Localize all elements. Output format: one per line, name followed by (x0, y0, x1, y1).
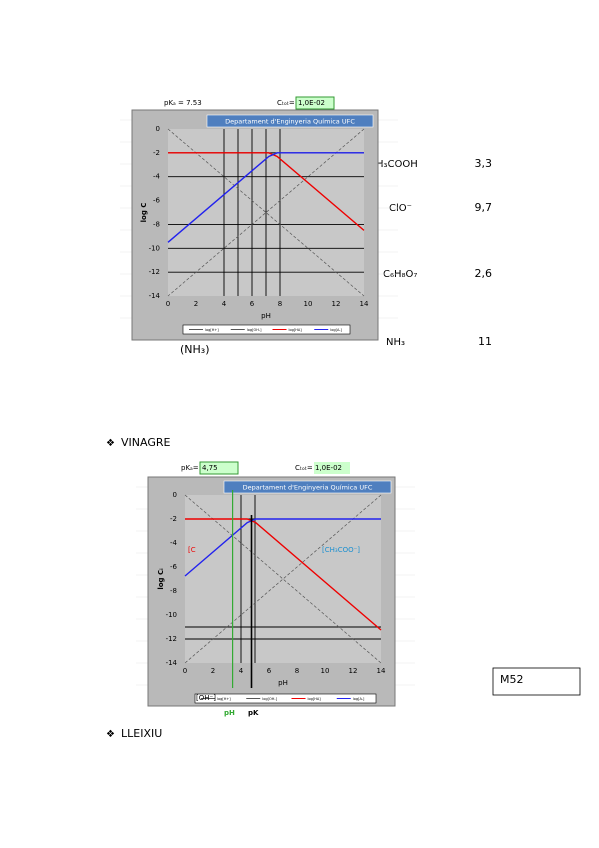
legend-label: log[H+] (205, 328, 219, 332)
x-tick-label: 4 (239, 667, 244, 675)
box (492, 667, 581, 696)
pka-value: 9,7 (475, 201, 493, 214)
y-tick-label: 0 (156, 125, 160, 133)
banner (223, 480, 392, 494)
x-tick-label: 0 (183, 667, 187, 675)
c-value: 1,0E-02 (298, 99, 325, 107)
y-tick-label: -10 (166, 611, 177, 619)
y-tick-label: 0 (173, 491, 177, 499)
x-tick-label: 2 (211, 667, 215, 675)
x-tick-label: 12 (332, 300, 341, 308)
oh-label: [OH⁻] (196, 694, 216, 702)
legend-label: log[OH-] (262, 697, 277, 701)
y-tick-label: -12 (166, 635, 177, 643)
pk-label: pK (248, 709, 259, 717)
species: NH₃ (386, 337, 405, 348)
pka-value: 11 (478, 335, 492, 348)
x-tick-label: 10 (321, 667, 330, 675)
note: (NH₃) (180, 343, 210, 356)
c-box (295, 96, 335, 110)
c-value: 1,0E-02 (315, 464, 342, 472)
ph-label: pH (224, 709, 235, 717)
h-line (184, 494, 382, 664)
x-tick-label: 6 (250, 300, 255, 308)
pk-box (199, 461, 239, 475)
species: C₆H₈O₇ (383, 269, 417, 280)
x-tick-label: 0 (166, 300, 170, 308)
legend (182, 324, 351, 335)
bullet: ❖ (106, 438, 115, 449)
legend-label: log[HA] (289, 328, 303, 332)
y-tick-label: -12 (149, 268, 160, 276)
x-tick-label: 6 (267, 667, 272, 675)
base-curve (167, 152, 364, 243)
y-tick-label: -14 (166, 659, 178, 667)
pk-label: pKₐ = 7.53 (164, 99, 202, 107)
section-heading: VINAGRE (121, 436, 170, 449)
pka-value: 3,3 (475, 157, 493, 170)
y-tick-label: -8 (153, 220, 160, 228)
y-tick-label: -6 (170, 563, 178, 571)
x-tick-label: 14 (377, 667, 386, 675)
c-label: Cₜₒₜ= (295, 464, 313, 472)
legend-label: log[A-] (353, 697, 365, 701)
x-axis-label: pH (278, 679, 288, 687)
y-tick-label: -2 (170, 515, 177, 523)
banner (206, 114, 374, 128)
pk-value: 4,75 (202, 464, 218, 472)
pka-value: 2,6 (475, 267, 493, 280)
oh-line (184, 494, 382, 664)
bullet: ❖ (106, 729, 115, 740)
x-tick-label: 8 (278, 300, 282, 308)
c-box (314, 462, 350, 474)
y-tick-label: -4 (170, 539, 178, 547)
legend-label: log[OH-] (247, 328, 262, 332)
y-tick-label: -6 (153, 197, 161, 205)
x-tick-label: 4 (222, 300, 227, 308)
y-tick-label: -8 (170, 587, 177, 595)
legend-label: log[HA] (308, 697, 322, 701)
c-label: Cₜₒₜ= (277, 99, 295, 107)
y-tick-label: -2 (153, 149, 160, 157)
species: ClO⁻ (389, 203, 412, 214)
plot-area (185, 495, 381, 663)
x-tick-label: 8 (295, 667, 299, 675)
y-axis-label: log C (140, 203, 148, 223)
species: CH₃COOH (369, 159, 418, 170)
h-line (167, 128, 365, 297)
species-label: [CH₃COO⁻] (322, 546, 360, 554)
species-label: [C (188, 546, 196, 554)
legend-label: log[H+] (217, 697, 231, 701)
banner-text: Departament d'Enginyeria Química UFC (225, 118, 355, 126)
y-tick-label: -14 (149, 292, 161, 300)
banner-text: Departament d'Enginyeria Química UFC (243, 484, 373, 492)
oh-line (167, 128, 365, 297)
legend (194, 693, 377, 704)
section-heading: LLEIXIU (121, 727, 162, 740)
x-axis-label: pH (261, 312, 271, 320)
x-tick-label: 10 (304, 300, 313, 308)
y-axis-label: log Cᵢ (157, 568, 165, 590)
x-tick-label: 14 (360, 300, 369, 308)
legend-label: log[A-] (330, 328, 342, 332)
x-tick-label: 2 (194, 300, 198, 308)
box-label: M52 (500, 673, 524, 686)
y-tick-label: -4 (153, 173, 161, 181)
y-tick-label: -10 (149, 244, 160, 252)
pk-label: pKₐ= (181, 464, 199, 472)
x-tick-label: 12 (349, 667, 358, 675)
